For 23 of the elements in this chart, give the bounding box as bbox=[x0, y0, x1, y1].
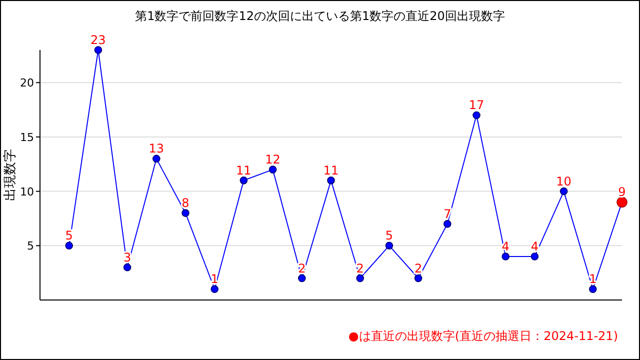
label: 4 bbox=[530, 240, 539, 254]
label: 8 bbox=[182, 196, 190, 210]
label: 9 bbox=[618, 185, 626, 200]
label: 1 bbox=[589, 272, 597, 286]
label: 17 bbox=[468, 98, 484, 112]
label: 12 bbox=[265, 152, 280, 167]
label: 11 bbox=[236, 163, 252, 178]
annotation: ●は直近の出現数字(直近の抽選日：2024-11-21) bbox=[348, 329, 618, 343]
ytick: 10 bbox=[20, 185, 34, 198]
title: 第1数字で前回数字12の次回に出ている第1数字の直近20回出現数字 bbox=[135, 9, 505, 23]
ytick: 15 bbox=[20, 130, 34, 144]
ylabel: 出現数字 bbox=[3, 149, 18, 201]
ytick: 20 bbox=[20, 76, 34, 90]
ytick: 5 bbox=[27, 240, 34, 253]
label: 1 bbox=[210, 272, 218, 286]
label: 5 bbox=[385, 228, 394, 243]
label: 11 bbox=[323, 163, 339, 178]
label: 13 bbox=[148, 142, 164, 156]
label: 2 bbox=[298, 261, 306, 276]
label: 23 bbox=[90, 33, 106, 47]
label: 2 bbox=[414, 261, 422, 276]
label: 10 bbox=[556, 174, 572, 188]
label: 2 bbox=[356, 261, 364, 276]
